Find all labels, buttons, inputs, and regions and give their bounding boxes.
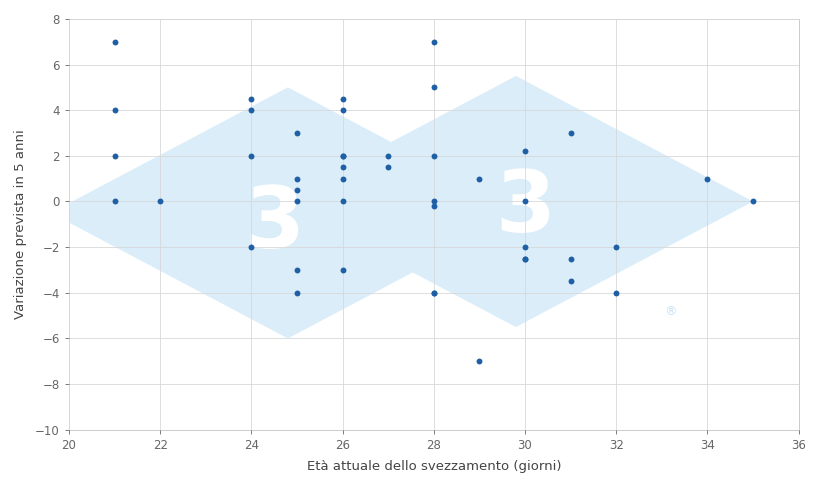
Point: [108, 38, 121, 46]
Point: [290, 289, 303, 297]
Point: [563, 278, 577, 285]
Point: [427, 289, 440, 297]
Y-axis label: Variazione prevista in 5 anni: Variazione prevista in 5 anni: [14, 130, 27, 319]
Point: [381, 163, 394, 171]
Point: [518, 198, 531, 206]
Point: [473, 175, 486, 183]
Point: [336, 175, 349, 183]
Point: [427, 198, 440, 206]
Point: [336, 152, 349, 160]
Point: [518, 243, 531, 251]
Point: [563, 129, 577, 137]
Point: [473, 357, 486, 365]
Point: [563, 255, 577, 262]
Point: [245, 95, 258, 103]
Text: 3: 3: [495, 167, 554, 250]
Point: [518, 255, 531, 262]
Point: [336, 152, 349, 160]
Point: [427, 289, 440, 297]
Point: [108, 106, 121, 114]
Polygon shape: [278, 76, 752, 327]
X-axis label: Età attuale dello svezzamento (giorni): Età attuale dello svezzamento (giorni): [306, 460, 560, 473]
Point: [245, 243, 258, 251]
Point: [108, 152, 121, 160]
Point: [336, 198, 349, 206]
Point: [427, 38, 440, 46]
Polygon shape: [51, 87, 524, 338]
Point: [290, 175, 303, 183]
Point: [290, 186, 303, 194]
Point: [336, 95, 349, 103]
Text: ®: ®: [664, 304, 676, 318]
Point: [427, 152, 440, 160]
Point: [336, 266, 349, 274]
Point: [700, 175, 713, 183]
Point: [290, 266, 303, 274]
Point: [609, 243, 622, 251]
Text: 3: 3: [244, 183, 304, 266]
Point: [245, 152, 258, 160]
Point: [609, 289, 622, 297]
Point: [336, 163, 349, 171]
Point: [745, 198, 758, 206]
Point: [518, 148, 531, 155]
Point: [427, 202, 440, 210]
Point: [245, 106, 258, 114]
Point: [290, 198, 303, 206]
Point: [336, 106, 349, 114]
Point: [518, 255, 531, 262]
Point: [108, 198, 121, 206]
Point: [381, 152, 394, 160]
Point: [290, 129, 303, 137]
Point: [427, 83, 440, 91]
Point: [153, 198, 166, 206]
